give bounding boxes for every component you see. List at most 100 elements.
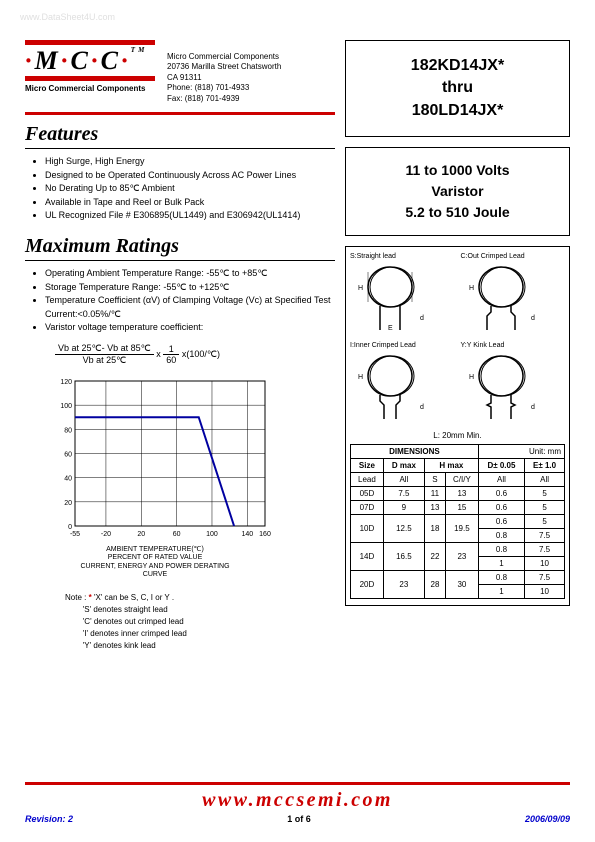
svg-text:H: H (469, 285, 474, 292)
cell: All (478, 473, 524, 487)
dim-unit: Unit: mm (478, 445, 564, 459)
chart-label-1: AMBIENT TEMPERATURE(℃) (55, 546, 255, 554)
logo-mark: ·M·C·C·TM Micro Commercial Components (25, 40, 155, 93)
note-line: 'I' denotes inner crimped lead (83, 629, 187, 638)
diagram-row-2: I:Inner Crimped Lead H d Y:Y Kink Lead (350, 342, 565, 423)
dim-title: DIMENSIONS (351, 445, 479, 459)
part-line-2: thru (352, 77, 563, 99)
numerator: Vb at 25℃- Vb at 85℃ (55, 343, 154, 355)
svg-text:100: 100 (60, 403, 72, 410)
feature-item: High Surge, High Energy (45, 155, 335, 169)
footer-row: Revision: 2 1 of 6 2006/09/09 (25, 814, 570, 824)
svg-text:H: H (358, 374, 363, 381)
col-hmax: H max (424, 459, 478, 473)
lead-diagram-icon: H d (461, 262, 561, 332)
svg-text:0: 0 (68, 524, 72, 531)
svg-text:120: 120 (60, 379, 72, 386)
trademark: TM (131, 46, 148, 54)
rating-item: Storage Temperature Range: -55℃ to +125℃ (45, 281, 335, 295)
feature-item: Available in Tape and Reel or Bulk Pack (45, 196, 335, 210)
footer: www.mccsemi.com Revision: 2 1 of 6 2006/… (25, 782, 570, 824)
svg-text:40: 40 (64, 476, 72, 483)
page-content: ·M·C·C·TM Micro Commercial Components Mi… (0, 0, 595, 672)
revision-text: Revision: 2 (25, 814, 73, 824)
table-lead-row: Lead All S C/I/Y All All (351, 473, 565, 487)
denominator-2: 60 (163, 355, 179, 365)
left-column: ·M·C·C·TM Micro Commercial Components Mi… (25, 40, 335, 652)
page-number: 1 of 6 (287, 814, 311, 824)
min-length-label: L: 20mm Min. (350, 431, 565, 440)
company-addr1: 20736 Marilla Street Chatsworth (167, 62, 281, 72)
formula-tail: x(100/℃) (182, 349, 220, 359)
desc-line-1: 11 to 1000 Volts (352, 160, 563, 181)
logo-bar-bottom (25, 76, 155, 81)
rating-item: Varistor voltage temperature coefficient… (45, 321, 335, 335)
diagram-box: S:Straight lead H d E (345, 246, 570, 606)
svg-text:60: 60 (64, 451, 72, 458)
svg-text:20: 20 (137, 531, 145, 538)
desc-line-2: Varistor (352, 181, 563, 202)
feature-item: UL Recognized File # E306895(UL1449) and… (45, 209, 335, 223)
cell: S (424, 473, 445, 487)
cell: C/I/Y (445, 473, 478, 487)
svg-text:E: E (388, 325, 393, 332)
svg-text:d: d (531, 315, 535, 322)
col-etol: E± 1.0 (525, 459, 565, 473)
lead-diagram-icon: H d E (350, 262, 450, 332)
svg-text:20: 20 (64, 500, 72, 507)
chart-label-2: PERCENT OF RATED VALUE (55, 554, 255, 562)
feature-item: No Derating Up to 85℃ Ambient (45, 182, 335, 196)
rating-item: Operating Ambient Temperature Range: -55… (45, 267, 335, 281)
note-line: 'X' can be S, C, I or Y . (94, 593, 174, 602)
top-row: ·M·C·C·TM Micro Commercial Components Mi… (25, 40, 570, 652)
cell: Lead (351, 473, 384, 487)
desc-line-3: 5.2 to 510 Joule (352, 202, 563, 223)
fraction-1: Vb at 25℃- Vb at 85℃ Vb at 25℃ (55, 343, 154, 366)
footer-divider (25, 782, 570, 785)
diagram-inner-crimped: I:Inner Crimped Lead H d (350, 342, 455, 423)
svg-text:140: 140 (241, 531, 253, 538)
formula: Vb at 25℃- Vb at 85℃ Vb at 25℃ x 1 60 x(… (55, 343, 335, 366)
features-title: Features (25, 123, 335, 146)
part-line-3: 180LD14JX* (352, 100, 563, 122)
svg-text:100: 100 (206, 531, 218, 538)
diag-title: S:Straight lead (350, 253, 455, 260)
ratings-list: Operating Ambient Temperature Range: -55… (41, 267, 335, 335)
fraction-2: 1 60 (163, 344, 179, 365)
features-list: High Surge, High Energy Designed to be O… (41, 155, 335, 223)
dimensions-table: DIMENSIONS Unit: mm Size D max H max D± … (350, 444, 565, 599)
svg-text:-55: -55 (70, 531, 80, 538)
svg-text:60: 60 (173, 531, 181, 538)
part-line-1: 182KD14JX* (352, 55, 563, 77)
description-box: 11 to 1000 Volts Varistor 5.2 to 510 Jou… (345, 147, 570, 236)
svg-text:-20: -20 (101, 531, 111, 538)
cell: All (383, 473, 424, 487)
chart-svg: 020406080100120-55-202060100140160 (45, 376, 275, 546)
denominator: Vb at 25℃ (55, 355, 154, 366)
black-divider (25, 148, 335, 150)
logo-bar-top (25, 40, 155, 45)
col-size: Size (351, 459, 384, 473)
rating-item: Temperature Coefficient (αV) of Clamping… (45, 294, 335, 321)
chart-label-4: CURVE (55, 571, 255, 579)
company-fax: Fax: (818) 701-4939 (167, 94, 281, 104)
chart-xlabel: AMBIENT TEMPERATURE(℃) PERCENT OF RATED … (55, 546, 255, 580)
note-line: 'C' denotes out crimped lead (83, 617, 184, 626)
col-dtol: D± 0.05 (478, 459, 524, 473)
diagram-out-crimped: C:Out Crimped Lead H d (461, 253, 566, 334)
col-dmax: D max (383, 459, 424, 473)
logo-subtitle: Micro Commercial Components (25, 84, 155, 93)
cell: All (525, 473, 565, 487)
company-address: Micro Commercial Components 20736 Marill… (167, 52, 281, 104)
note-label: Note : (65, 593, 86, 602)
company-name: Micro Commercial Components (167, 52, 281, 62)
diag-title: C:Out Crimped Lead (461, 253, 566, 260)
part-number-box: 182KD14JX* thru 180LD14JX* (345, 40, 570, 137)
lead-diagram-icon: H d (350, 351, 450, 421)
black-divider (25, 260, 335, 262)
feature-item: Designed to be Operated Continuously Acr… (45, 169, 335, 183)
svg-text:d: d (420, 404, 424, 411)
note-line: 'S' denotes straight lead (83, 605, 168, 614)
svg-text:d: d (531, 404, 535, 411)
note-block: Note : * 'X' can be S, C, I or Y . 'S' d… (65, 592, 335, 652)
